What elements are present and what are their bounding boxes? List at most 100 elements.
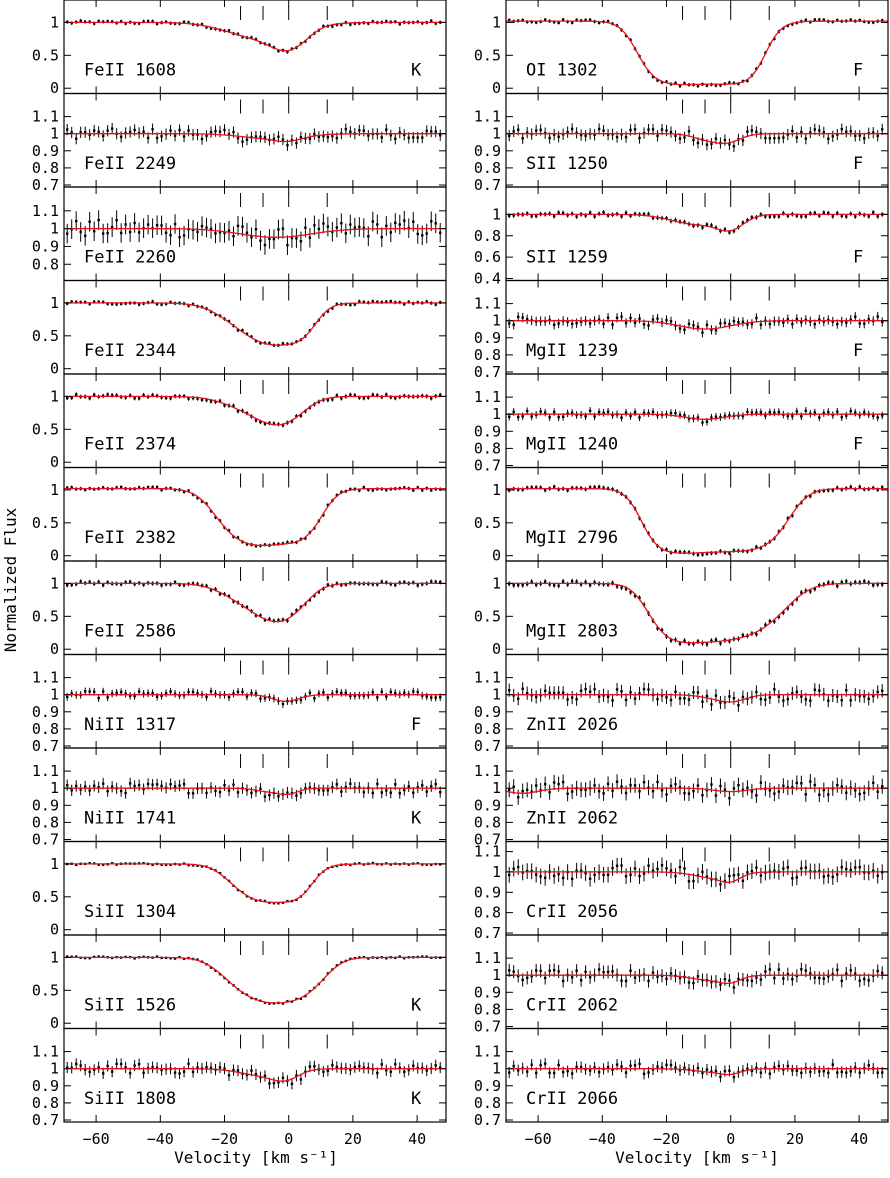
data-point [331, 134, 334, 138]
data-point [764, 414, 767, 417]
data-point [867, 215, 870, 218]
data-point [638, 1062, 641, 1066]
data-point [669, 972, 673, 975]
data-point [764, 698, 767, 701]
panel-line-label: MgII 2796 [526, 528, 618, 548]
data-point [353, 1066, 357, 1069]
y-tick-label: 1.1 [474, 388, 501, 406]
data-point [245, 605, 249, 609]
y-tick-label: 0.7 [474, 831, 501, 849]
data-point [389, 1070, 392, 1073]
data-point [629, 214, 632, 217]
data-point [245, 788, 249, 792]
data-point [83, 1068, 87, 1071]
y-tick-label: 0.9 [474, 422, 501, 440]
data-point [530, 214, 533, 218]
data-point [759, 978, 763, 981]
data-point [741, 634, 745, 637]
data-point [525, 212, 529, 215]
y-tick-label: 1 [50, 1060, 59, 1078]
data-point [840, 320, 843, 323]
data-point [169, 301, 172, 304]
data-point [512, 785, 515, 788]
panel-flag-label: F [411, 715, 421, 735]
data-point [169, 957, 172, 960]
data-point [124, 396, 127, 399]
data-point [295, 699, 298, 702]
data-point [412, 220, 415, 223]
data-point [83, 785, 87, 788]
data-point [101, 1072, 105, 1075]
data-point [642, 411, 646, 415]
data-point [633, 212, 637, 216]
y-tick-label: 0.9 [474, 703, 501, 721]
data-point [764, 136, 767, 140]
data-point [710, 783, 713, 786]
data-point [782, 611, 785, 614]
data-point [561, 211, 565, 215]
data-point [638, 874, 641, 878]
data-point [371, 220, 375, 223]
data-point [642, 323, 646, 326]
data-point [773, 136, 776, 140]
data-point [755, 976, 758, 979]
y-tick-label: 1 [492, 312, 501, 330]
data-point [349, 223, 352, 226]
data-point [647, 688, 650, 691]
y-tick-label: 0.5 [32, 46, 59, 64]
panel-line-label: SiII 1304 [84, 902, 176, 922]
data-point [430, 220, 433, 223]
data-point [714, 329, 718, 332]
data-point [376, 583, 379, 586]
data-point [164, 583, 168, 586]
y-tick-label: 1 [492, 779, 501, 797]
data-point [290, 613, 294, 616]
data-point [723, 879, 727, 883]
data-point [818, 416, 821, 419]
data-point [656, 697, 659, 701]
data-point [353, 303, 357, 306]
data-point [403, 956, 406, 960]
data-point [773, 215, 776, 218]
panel-flag-label: F [853, 248, 863, 268]
data-point [512, 1064, 515, 1068]
data-point [719, 642, 722, 645]
data-point [858, 322, 861, 325]
data-point [719, 550, 722, 553]
data-point [678, 1069, 682, 1072]
data-point [696, 84, 700, 88]
data-point [110, 1070, 114, 1073]
data-point [881, 414, 884, 417]
model-line [506, 413, 888, 420]
data-point [430, 397, 433, 400]
data-point [146, 20, 150, 23]
data-point [196, 864, 199, 867]
data-point [209, 400, 213, 403]
data-point [439, 133, 442, 137]
data-point [232, 235, 235, 238]
data-point [876, 315, 879, 318]
panel-line-label: SiII 1808 [84, 1089, 176, 1109]
data-point [119, 231, 123, 235]
data-point [530, 870, 533, 873]
data-point [66, 583, 69, 587]
data-point [421, 136, 424, 139]
data-point [398, 581, 401, 584]
data-point [786, 414, 790, 418]
data-point [331, 786, 334, 789]
data-point [290, 236, 294, 240]
data-point [705, 323, 709, 327]
data-point [705, 788, 709, 792]
data-point [647, 212, 650, 216]
data-point [858, 485, 861, 489]
data-point [737, 321, 740, 324]
data-point [579, 583, 583, 586]
data-point [92, 300, 96, 304]
data-point [800, 695, 803, 698]
data-point [70, 131, 73, 134]
data-point [209, 227, 213, 231]
data-point [534, 969, 538, 972]
data-point [525, 486, 529, 489]
data-point [678, 413, 682, 417]
